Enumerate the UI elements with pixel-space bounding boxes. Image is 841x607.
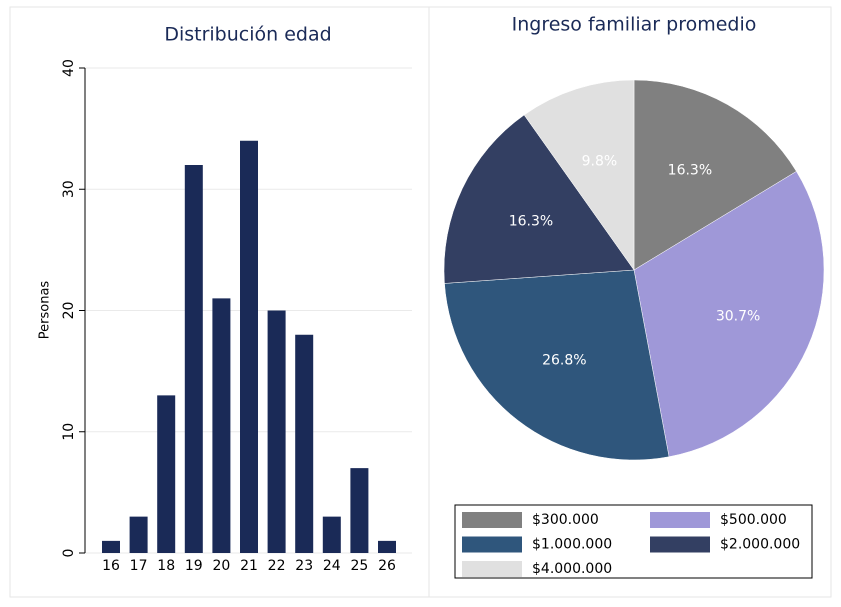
x-tick-label: 17 — [130, 558, 148, 574]
pie-slice — [444, 269, 670, 461]
x-tick-label: 21 — [240, 558, 258, 574]
legend-label: $2.000.000 — [720, 537, 800, 553]
chart-title: Distribución edad — [164, 24, 331, 46]
x-tick-label: 23 — [295, 558, 313, 574]
y-tick-label: 0 — [61, 549, 77, 558]
legend-swatch — [462, 536, 522, 553]
pie-slice — [523, 79, 635, 271]
bar — [295, 334, 314, 553]
x-tick-label: 22 — [268, 558, 286, 574]
data-label: 9.8% — [582, 153, 618, 169]
legend-label: $1.000.000 — [532, 537, 612, 553]
pie-slice — [443, 114, 635, 284]
bar — [102, 540, 120, 553]
bar — [267, 310, 286, 553]
bar — [129, 516, 148, 553]
pie-slice — [633, 171, 825, 458]
data-label: 16.3% — [668, 163, 712, 179]
data-label: 26.8% — [542, 352, 586, 368]
y-tick-label: 20 — [61, 302, 77, 320]
legend-swatch — [650, 512, 710, 528]
legend-label: $300.000 — [532, 512, 599, 528]
x-tick-label: 16 — [102, 558, 120, 574]
data-label: 16.3% — [509, 213, 553, 229]
x-tick-label: 19 — [185, 558, 203, 574]
legend-label: $500.000 — [720, 512, 787, 528]
legend-swatch — [650, 536, 710, 553]
chart-title: Ingreso familiar promedio — [512, 14, 757, 36]
x-tick-label: 26 — [378, 558, 396, 574]
bar — [350, 468, 369, 553]
legend-label: $4.000.000 — [532, 561, 612, 577]
x-tick-label: 20 — [212, 558, 230, 574]
x-tick-label: 18 — [157, 558, 175, 574]
y-tick-label: 30 — [61, 180, 77, 198]
bar — [378, 540, 396, 553]
y-axis-label: Personas — [38, 281, 53, 340]
legend-swatch — [462, 561, 522, 577]
bar — [212, 298, 231, 553]
data-label: 30.7% — [716, 308, 760, 324]
y-tick-label: 10 — [61, 423, 77, 441]
legend-swatch — [462, 512, 522, 528]
bar — [322, 516, 341, 553]
bar — [184, 165, 203, 553]
bar — [240, 140, 258, 553]
bar — [157, 395, 176, 553]
pie-slice — [633, 79, 797, 271]
y-tick-label: 40 — [61, 59, 77, 77]
x-tick-label: 24 — [323, 558, 341, 574]
x-tick-label: 25 — [350, 558, 368, 574]
